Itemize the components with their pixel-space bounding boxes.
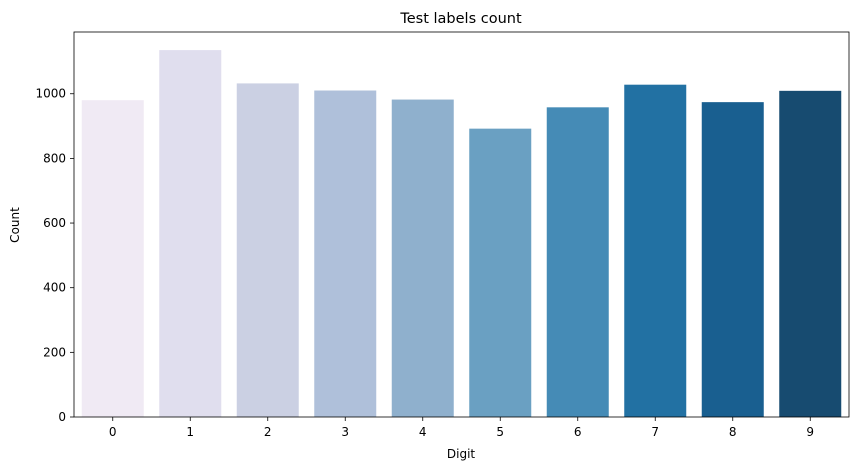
y-tick-label: 800 [43,151,66,165]
x-tick-label: 0 [109,425,117,439]
bar-digit-7 [624,84,687,418]
y-tick-label: 400 [43,281,66,295]
x-tick-label: 8 [729,425,737,439]
bar-digit-2 [236,83,299,418]
bar-digit-3 [314,90,377,418]
x-tick-label: 5 [496,425,504,439]
x-tick-label: 7 [651,425,659,439]
bar-digit-0 [81,100,144,417]
bar-digit-4 [391,99,454,417]
x-tick-label: 3 [341,425,349,439]
bar-digit-9 [779,90,842,417]
bar-digit-8 [701,102,764,417]
chart-title: Test labels count [399,11,522,27]
bars-group [81,50,842,418]
plot-frame [73,31,850,418]
y-tick-label: 600 [43,216,66,230]
x-tick-label: 4 [419,425,427,439]
bar-digit-6 [546,107,609,417]
y-tick-label: 0 [58,410,66,424]
y-tick-label: 1000 [35,87,66,101]
x-axis-label: Digit [447,447,476,461]
y-tick-label: 200 [43,345,66,359]
y-axis: 0 200 400 600 800 1000 [35,87,74,424]
x-tick-label: 9 [806,425,814,439]
x-tick-label: 6 [574,425,582,439]
x-axis: 0 1 2 3 4 5 6 7 8 9 [109,417,814,439]
x-tick-label: 1 [186,425,194,439]
bar-digit-5 [469,128,532,418]
bar-digit-1 [159,50,222,417]
x-tick-label: 2 [264,425,272,439]
y-axis-label: Count [8,207,22,243]
